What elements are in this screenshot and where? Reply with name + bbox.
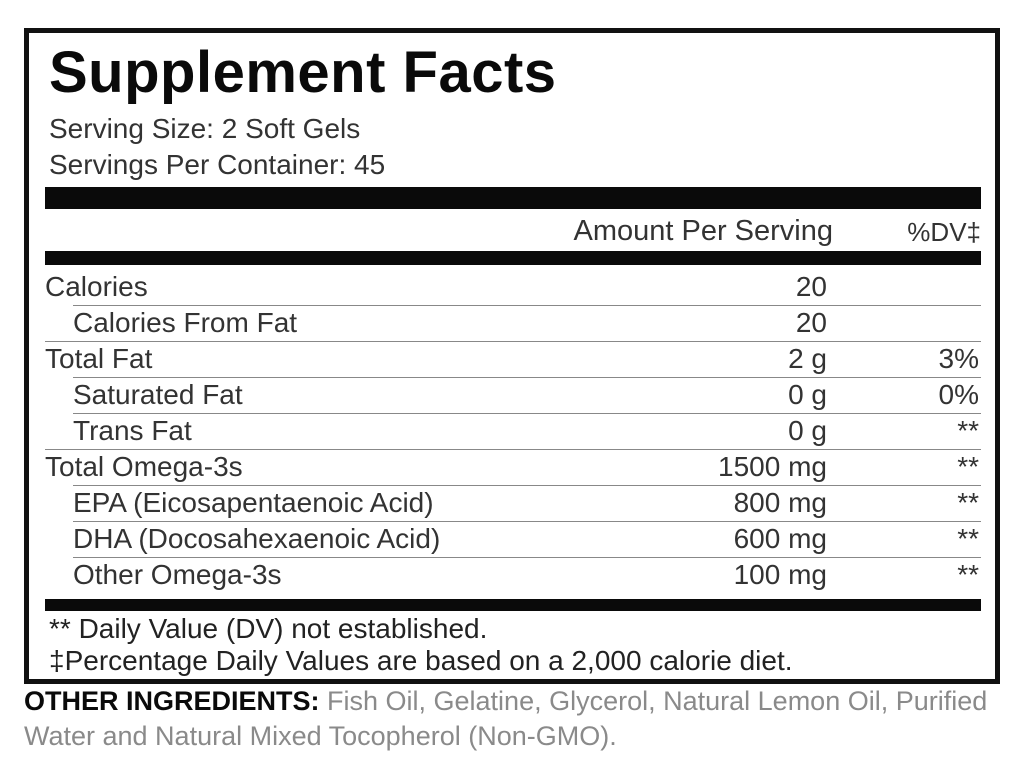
nutrient-name: DHA (Docosahexaenoic Acid) [73, 523, 441, 554]
nutrient-name: EPA (Eicosapentaenoic Acid) [73, 487, 434, 518]
panel-title: Supplement Facts [49, 40, 557, 105]
other-ingredients-text: Fish Oil, Gelatine, Glycerol, Natural Le… [24, 686, 988, 751]
dv-header: %DV‡ [907, 217, 981, 247]
nutrient-dv: 3% [938, 343, 979, 374]
nutrient-table: Calories 20 Calories From Fat 20 Total Fat 2 … [45, 269, 981, 593]
nutrient-name: Calories [45, 271, 148, 302]
nutrient-dv: 0% [938, 379, 979, 410]
row-divider [73, 557, 981, 558]
serving-size: Serving Size: 2 Soft Gels [49, 113, 361, 144]
nutrient-amount: 800 mg [733, 487, 827, 518]
nutrient-row: Other Omega-3s 100 mg ** [45, 557, 981, 593]
divider-bar [45, 599, 981, 611]
row-divider [73, 305, 981, 306]
other-ingredients: OTHER INGREDIENTS: Fish Oil, Gelatine, G… [24, 684, 994, 754]
nutrient-row: Calories From Fat 20 [45, 305, 981, 341]
nutrient-row: Total Omega-3s 1500 mg ** [45, 449, 981, 485]
nutrient-dv: ** [957, 559, 979, 590]
servings-per-container: Servings Per Container: 45 [49, 149, 386, 180]
nutrient-amount: 2 g [788, 343, 827, 374]
row-divider [45, 341, 981, 342]
nutrient-row: Calories 20 [45, 269, 981, 305]
nutrient-row: EPA (Eicosapentaenoic Acid) 800 mg ** [45, 485, 981, 521]
divider-bar [45, 187, 981, 209]
nutrient-name: Total Omega-3s [45, 451, 243, 482]
nutrient-name: Calories From Fat [73, 307, 298, 338]
nutrient-amount: 1500 mg [718, 451, 827, 482]
nutrient-name: Saturated Fat [73, 379, 243, 410]
divider-bar [45, 251, 981, 265]
footnote-dv: ** Daily Value (DV) not established. [49, 613, 488, 644]
nutrient-row: Saturated Fat 0 g 0% [45, 377, 981, 413]
nutrient-dv: ** [957, 523, 979, 554]
nutrient-name: Total Fat [45, 343, 153, 374]
nutrient-row: DHA (Docosahexaenoic Acid) 600 mg ** [45, 521, 981, 557]
nutrient-dv: ** [957, 415, 979, 446]
nutrient-dv: ** [957, 487, 979, 518]
nutrient-dv: ** [957, 451, 979, 482]
nutrient-amount: 20 [795, 271, 827, 302]
other-ingredients-label: OTHER INGREDIENTS: [24, 686, 320, 716]
row-divider [73, 377, 981, 378]
row-divider [45, 449, 981, 450]
nutrient-amount: 20 [795, 307, 827, 338]
nutrient-amount: 600 mg [733, 523, 827, 554]
row-divider [73, 485, 981, 486]
footnote-percentage: ‡Percentage Daily Values are based on a … [49, 645, 793, 676]
row-divider [73, 521, 981, 522]
nutrient-amount: 100 mg [733, 559, 827, 590]
supplement-facts-panel: Supplement Facts Serving Size: 2 Soft Ge… [24, 28, 1000, 684]
nutrient-amount: 0 g [788, 415, 827, 446]
nutrient-amount: 0 g [788, 379, 827, 410]
nutrient-row: Total Fat 2 g 3% [45, 341, 981, 377]
amount-header: Amount Per Serving [573, 215, 833, 247]
nutrient-name: Other Omega-3s [73, 559, 282, 590]
row-divider [73, 413, 981, 414]
nutrient-row: Trans Fat 0 g ** [45, 413, 981, 449]
nutrient-name: Trans Fat [73, 415, 192, 446]
